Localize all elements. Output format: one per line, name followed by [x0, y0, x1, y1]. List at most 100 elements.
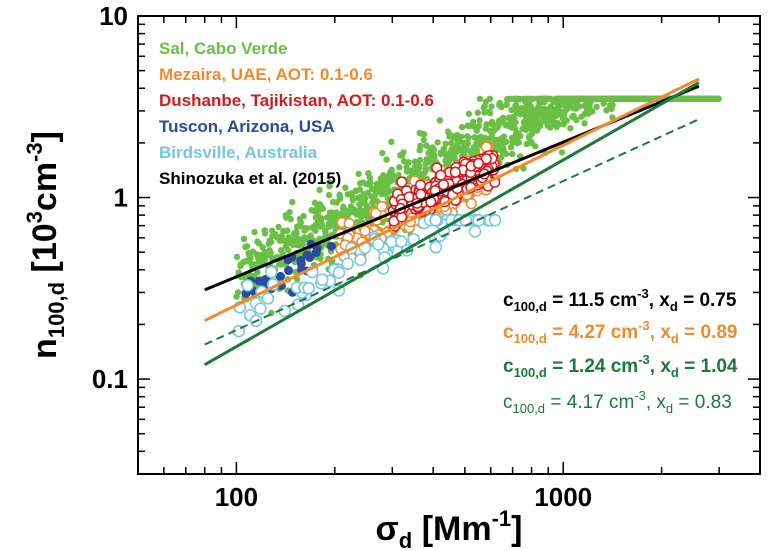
y-tick-label: 0.1: [92, 364, 128, 394]
data-point: [442, 161, 450, 169]
data-point: [492, 136, 499, 144]
data-point: [491, 127, 498, 134]
data-point: [372, 191, 379, 198]
data-point: [497, 116, 505, 124]
data-point: [355, 170, 362, 178]
data-point: [371, 238, 385, 251]
data-point: [353, 218, 360, 226]
data-point: [254, 260, 261, 268]
data-point: [400, 158, 408, 165]
data-point: [369, 185, 376, 192]
data-point: [245, 249, 253, 257]
fit-label-shinozuka: c100,d = 11.5 cm-3, xd = 0.75: [503, 286, 737, 314]
ticks-layer: 100 1000 0.1 1 10: [92, 1, 761, 512]
data-point: [526, 95, 533, 102]
data-point: [472, 145, 479, 152]
fit-label-x-subscript: d: [666, 401, 673, 416]
data-point: [472, 157, 485, 169]
fit-label-c-value: = 4.17 cm: [545, 392, 634, 413]
data-point: [243, 258, 250, 265]
data-point: [326, 182, 333, 190]
data-point: [700, 95, 708, 102]
data-point: [296, 256, 306, 266]
data-point: [369, 199, 376, 206]
data-point: [446, 154, 454, 162]
data-point: [641, 95, 648, 102]
x-axis-unit-superscript: -1: [492, 506, 512, 531]
data-point: [508, 124, 516, 131]
data-point: [255, 240, 262, 247]
data-point: [558, 149, 566, 156]
data-point: [486, 109, 494, 117]
data-point: [512, 119, 519, 126]
data-point: [573, 116, 580, 124]
data-point: [558, 95, 566, 102]
fit-label-c: c: [503, 322, 514, 343]
legend-entry-shinozuka: Shinozuka et al. (2015): [159, 169, 341, 188]
data-point: [394, 235, 408, 248]
data-point: [254, 269, 261, 276]
fit-label-x: , x: [650, 322, 672, 343]
x-tick-label: 100: [215, 482, 258, 512]
data-point: [299, 238, 307, 245]
data-point: [442, 140, 449, 147]
data-point: [328, 209, 335, 216]
fit-label-green-solid: c100,d = 1.24 cm-3, xd = 1.04: [503, 352, 738, 380]
data-point: [308, 207, 315, 214]
data-point: [302, 282, 315, 295]
fit-line-1: [204, 77, 700, 322]
data-point: [560, 111, 568, 119]
data-point: [279, 250, 286, 257]
fit-label-x-value: = 0.75: [678, 290, 737, 311]
data-point: [330, 214, 338, 221]
data-point: [503, 96, 511, 103]
data-point: [363, 180, 370, 188]
data-point: [554, 119, 561, 127]
fit-label-x-value: = 0.89: [679, 322, 738, 343]
fit-label-x: , x: [650, 356, 672, 377]
fit-label-c-subscript: 100,d: [514, 331, 547, 346]
data-point: [476, 95, 484, 102]
data-point: [523, 108, 531, 115]
data-point: [420, 136, 427, 144]
data-point: [332, 266, 346, 279]
data-point: [692, 95, 699, 102]
data-point: [359, 225, 371, 237]
fit-label-x: , x: [646, 392, 667, 413]
data-point: [593, 103, 600, 111]
data-point: [422, 161, 429, 168]
data-point: [233, 253, 241, 261]
data-point: [528, 139, 535, 146]
data-point: [316, 186, 323, 194]
data-point: [549, 114, 556, 121]
data-point: [326, 241, 336, 251]
data-point: [488, 118, 496, 126]
fit-label-c-subscript: 100,d: [514, 299, 547, 314]
data-point: [384, 173, 391, 180]
data-point: [398, 152, 406, 159]
data-point: [508, 106, 515, 114]
data-point: [517, 110, 524, 118]
fit-label-c-superscript: -3: [638, 318, 650, 333]
data-point: [460, 139, 467, 147]
data-point: [468, 225, 482, 238]
fit-label-c: c: [503, 356, 514, 377]
data-point: [474, 109, 482, 116]
fit-label-c: c: [503, 392, 513, 413]
data-point: [480, 104, 487, 111]
data-point: [333, 209, 340, 216]
data-point: [311, 199, 319, 207]
fit-label-c: c: [503, 290, 514, 311]
data-point: [553, 99, 560, 106]
data-point: [350, 209, 357, 216]
data-point: [527, 103, 534, 110]
data-point: [437, 179, 450, 191]
data-point: [423, 156, 430, 163]
data-point: [512, 102, 519, 109]
fit-label-c-subscript: 100,d: [514, 365, 547, 380]
x-axis-symbol-subscript: d: [399, 528, 412, 551]
fit-label-x-value: = 0.83: [673, 392, 732, 413]
data-point: [527, 125, 535, 132]
data-point: [567, 125, 574, 132]
data-point: [383, 156, 390, 163]
